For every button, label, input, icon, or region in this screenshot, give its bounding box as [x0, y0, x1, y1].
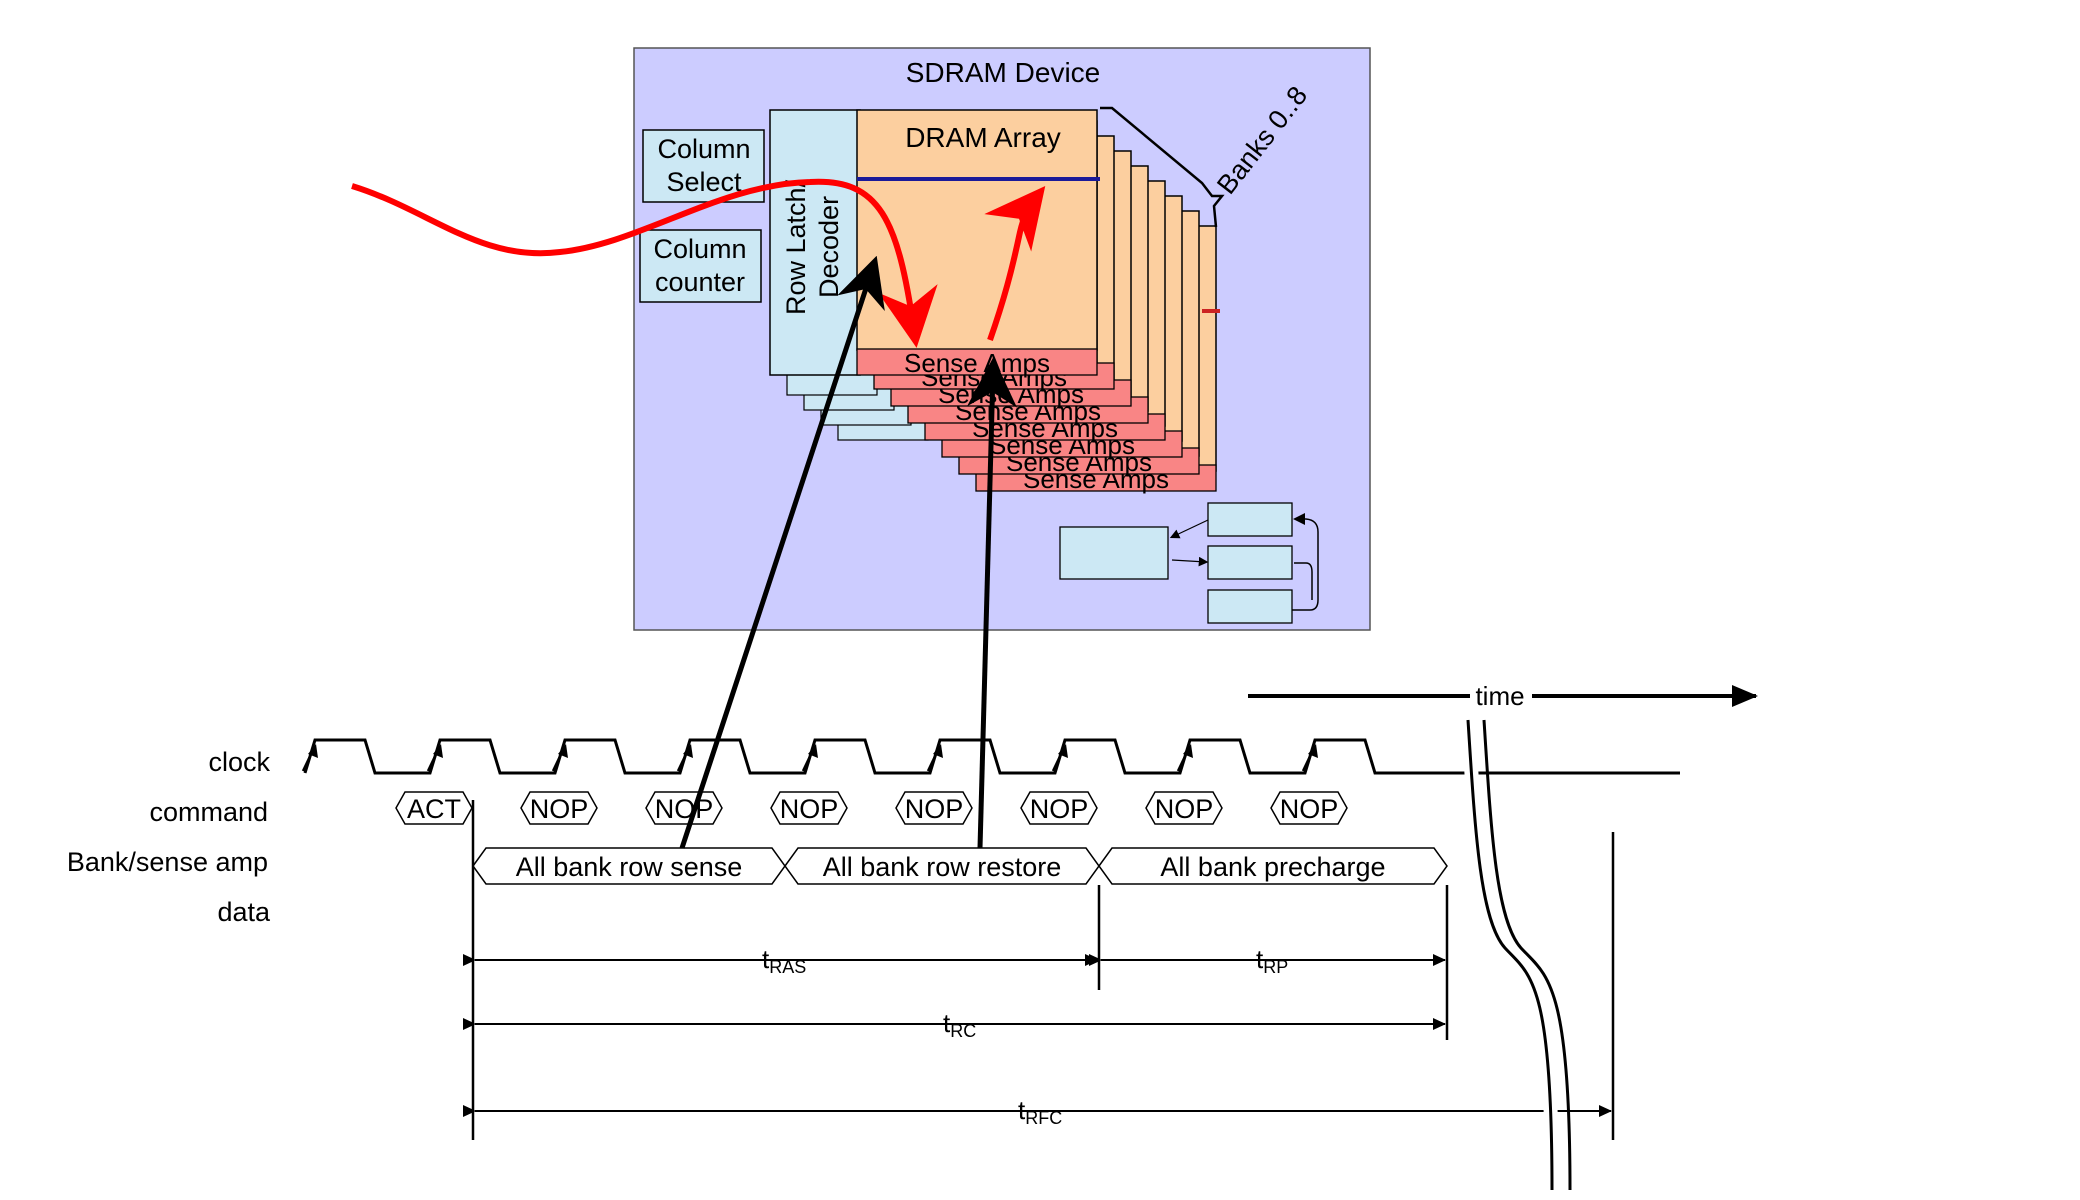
time-break-line: [1482, 719, 1572, 1191]
clock-edge-arrowhead: [1183, 744, 1193, 758]
clock-edge-arrowhead: [1308, 744, 1318, 758]
command-box: [645, 791, 723, 825]
restore-flow-arrow: [984, 185, 1046, 341]
dram-array-label: DRAM Array: [905, 122, 1061, 153]
row-label-command: command: [149, 797, 268, 827]
refresh-loop: [1292, 513, 1319, 611]
phase-box-precharge: [1098, 847, 1448, 885]
sense-phase-pointer: [679, 255, 885, 849]
command-label: NOP: [1030, 794, 1089, 824]
clock-edge-arrowhead: [1058, 744, 1068, 758]
command-row: ACT NOP NOP NOP NOP NOP NOP NOP: [395, 791, 1348, 825]
refresh-counter-blocks: [1059, 502, 1319, 624]
column-select-label: Column: [657, 134, 750, 164]
row-latch-decoder-label: Decoder: [814, 196, 844, 298]
trfc-label: tRFC: [1018, 1095, 1062, 1128]
trc-label: tRC: [943, 1008, 976, 1041]
command-box: [1145, 791, 1223, 825]
time-label: time: [1475, 681, 1524, 711]
clock-edge-arrowhead: [808, 744, 818, 758]
refresh-connector: [1171, 556, 1209, 567]
command-label: NOP: [655, 794, 714, 824]
device-title: SDRAM Device: [906, 57, 1100, 88]
command-box: [1020, 791, 1098, 825]
column-counter-label: counter: [655, 267, 745, 297]
command-box: [1270, 791, 1348, 825]
clock-signal: [303, 738, 1680, 775]
trp-label: tRP: [1256, 944, 1288, 977]
tras-label: tRAS: [762, 944, 806, 977]
time-break: [1461, 719, 1572, 1191]
clock-edge-arrowhead: [558, 744, 568, 758]
column-select-label: Select: [666, 167, 742, 197]
command-label: NOP: [905, 794, 964, 824]
time-label-bg: [1470, 680, 1532, 710]
command-box: [895, 791, 973, 825]
command-box: [520, 791, 598, 825]
sense-amp-label: Sense Amps: [904, 348, 1050, 378]
clock-waveform: [301, 738, 1680, 775]
refresh-block: [1207, 589, 1293, 624]
timing-diagram: time clock command Bank/sense amp data A…: [67, 680, 1758, 1191]
command-box: [770, 791, 848, 825]
sense-flow-arrow: [351, 178, 938, 348]
command-label: NOP: [530, 794, 589, 824]
time-break-line: [1466, 719, 1554, 1191]
clock-edge-arrowhead: [933, 744, 943, 758]
refresh-loop: [1294, 562, 1313, 600]
row-label-data: data: [217, 897, 271, 927]
restore-phase-pointer: [967, 357, 1018, 849]
sdram-device: SDRAM Device Row Latch/ Decoder DRAM Arr…: [351, 47, 1371, 631]
row-latch-decoder-label: Row Latch/: [781, 179, 811, 315]
banks-brace: [1100, 106, 1225, 228]
clock-edge-arrowhead: [308, 744, 318, 758]
row-label-clock: clock: [208, 747, 270, 777]
clock-edge-arrowhead: [433, 744, 443, 758]
refresh-block: [1059, 526, 1169, 580]
command-label: NOP: [1280, 794, 1339, 824]
command-label: NOP: [780, 794, 839, 824]
bank-row-marker: [1202, 309, 1220, 313]
phase-label-row-restore: All bank row restore: [823, 852, 1062, 882]
column-counter-box: [639, 229, 762, 303]
phase-label-row-sense: All bank row sense: [516, 852, 743, 882]
refresh-block: [1207, 545, 1293, 580]
refresh-block: [1207, 502, 1293, 537]
bank-phase-row: All bank row sense All bank row restore …: [472, 847, 1448, 885]
column-counter-label: Column: [653, 234, 746, 264]
command-label: NOP: [1155, 794, 1214, 824]
command-label: ACT: [407, 794, 461, 824]
phase-label-precharge: All bank precharge: [1160, 852, 1385, 882]
clock-edge-arrowhead: [683, 744, 693, 758]
refresh-connector: [1169, 519, 1209, 539]
row-label-bank: Bank/sense amp: [67, 847, 268, 877]
